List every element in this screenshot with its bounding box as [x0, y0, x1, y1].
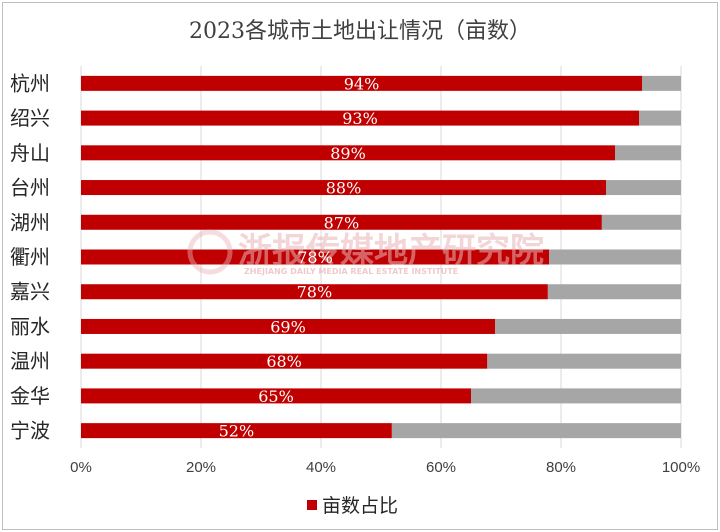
legend-label: 亩数占比 [322, 495, 398, 517]
bar-remainder [606, 180, 681, 196]
bar [81, 145, 615, 161]
bar-remainder [495, 318, 681, 334]
bar-remainder [391, 423, 681, 439]
category-label: 宁波 [10, 419, 50, 443]
category-label: 金华 [10, 384, 50, 408]
data-label: 69% [270, 317, 306, 336]
bar [81, 214, 602, 230]
x-tick-label: 20% [186, 459, 216, 476]
data-label: 68% [266, 352, 302, 371]
bar [81, 318, 495, 334]
bar [81, 423, 392, 439]
bar-remainder [642, 75, 681, 91]
category-label: 衢州 [10, 245, 50, 269]
watermark: 浙报传媒地产研究院 ZHEJIANG DAILY MEDIA REAL ESTA… [187, 229, 544, 276]
data-label: 78% [297, 248, 333, 267]
category-label: 绍兴 [10, 106, 50, 130]
bar [81, 353, 488, 369]
bar-remainder [547, 284, 681, 300]
bar [81, 249, 549, 265]
legend: 亩数占比 [307, 495, 398, 517]
chart-title: 2023各城市土地出让情况（亩数） [189, 19, 531, 44]
x-tick-label: 40% [306, 459, 336, 476]
data-label: 93% [342, 109, 378, 128]
bars [81, 75, 681, 439]
x-tick-label: 60% [426, 459, 456, 476]
bar [81, 284, 548, 300]
category-label: 舟山 [10, 141, 50, 165]
x-tick-label: 100% [662, 459, 700, 476]
bar-remainder [639, 110, 681, 126]
category-label: 丽水 [10, 314, 50, 338]
bar-remainder [615, 145, 681, 161]
data-label: 52% [219, 422, 255, 441]
watermark-subtext: ZHEJIANG DAILY MEDIA REAL ESTATE INSTITU… [244, 267, 458, 276]
bar [81, 110, 639, 126]
data-label: 65% [258, 387, 294, 406]
x-tick-label: 80% [546, 459, 576, 476]
x-tick-labels: 0% 20% 40% 60% 80% 100% [70, 459, 700, 476]
bar [81, 388, 471, 404]
data-label: 88% [326, 179, 362, 198]
category-label: 湖州 [10, 210, 50, 234]
category-label: 台州 [10, 176, 50, 200]
bar-remainder [487, 353, 681, 369]
data-label: 94% [344, 74, 380, 93]
bar [81, 75, 642, 91]
bar-remainder [601, 214, 681, 230]
bar [81, 180, 606, 196]
data-label: 87% [324, 213, 360, 232]
data-labels: 94% 93% 89% 88% 87% 78% 78% 69% 68% 65%52% [219, 74, 380, 440]
data-label: 89% [330, 144, 366, 163]
bar-remainder [471, 388, 681, 404]
data-label: 78% [297, 283, 333, 302]
watermark-text: 浙报传媒地产研究院 [238, 231, 544, 271]
category-label: 温州 [10, 349, 50, 373]
category-label: 杭州 [10, 71, 50, 95]
category-label: 嘉兴 [10, 280, 50, 304]
legend-swatch [307, 500, 317, 510]
watermark-logo-icon [187, 229, 233, 275]
x-tick-label: 0% [70, 459, 92, 476]
bar-remainder [549, 249, 681, 265]
